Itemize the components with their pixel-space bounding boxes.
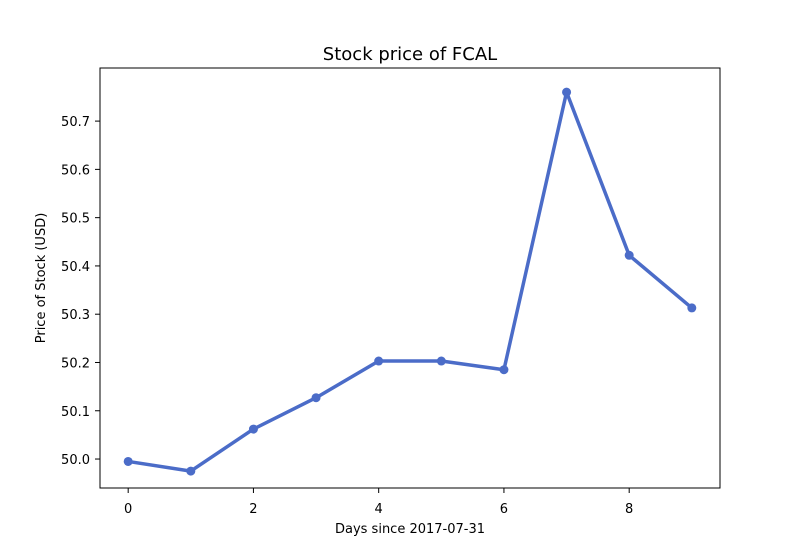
chart-title: Stock price of FCAL — [323, 44, 497, 65]
y-tick-label: 50.7 — [61, 115, 90, 130]
y-axis: 50.0 50.1 50.2 50.3 50.4 50.5 50.6 50.7 — [61, 115, 100, 468]
data-point — [562, 87, 572, 97]
y-tick-label: 50.6 — [61, 163, 90, 178]
y-tick-label: 50.3 — [61, 308, 90, 323]
x-tick-label: 2 — [249, 502, 257, 517]
x-tick-label: 4 — [375, 502, 383, 517]
x-axis: 0 2 4 6 8 — [124, 488, 633, 517]
y-tick-label: 50.0 — [61, 453, 90, 468]
data-point — [624, 250, 634, 260]
data-point — [186, 466, 196, 476]
x-tick-label: 8 — [625, 502, 633, 517]
y-axis-label: Price of Stock (USD) — [34, 213, 49, 344]
plot-frame — [99, 67, 721, 489]
y-tick-label: 50.5 — [61, 212, 90, 227]
data-point — [123, 456, 133, 466]
y-tick-label: 50.2 — [61, 356, 90, 371]
series-line — [126, 90, 694, 473]
x-tick-label: 0 — [124, 502, 132, 517]
data-point — [436, 356, 446, 366]
x-axis-label: Days since 2017-07-31 — [335, 522, 485, 537]
data-point — [248, 424, 258, 434]
data-point — [374, 356, 384, 366]
x-tick-label: 6 — [500, 502, 508, 517]
data-point — [499, 365, 509, 375]
y-tick-label: 50.4 — [61, 260, 90, 275]
data-point — [311, 393, 321, 403]
y-tick-label: 50.1 — [61, 405, 90, 420]
series-layer — [123, 87, 697, 476]
data-point — [687, 303, 697, 313]
